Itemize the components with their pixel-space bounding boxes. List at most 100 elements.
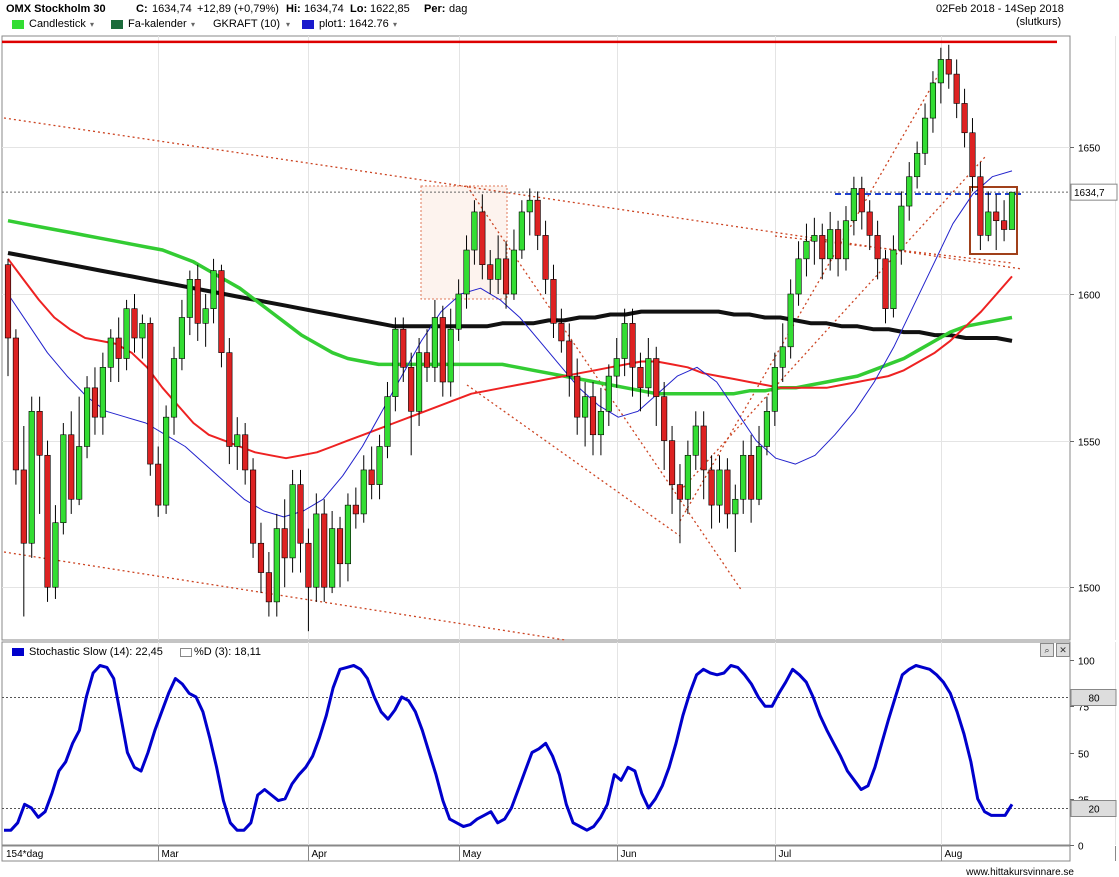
candle-down	[708, 469, 715, 506]
candle-up	[431, 317, 438, 368]
candle-up	[795, 258, 802, 295]
candle-down	[242, 434, 249, 471]
candle-up	[495, 258, 502, 280]
price-tick-label: 1600	[1078, 291, 1101, 302]
candle-down	[408, 367, 415, 412]
candle-down	[147, 323, 154, 465]
candle-up	[740, 454, 747, 500]
chevron-down-icon[interactable]: ▾	[393, 20, 398, 29]
date-range: 02Feb 2018 - 14Sep 2018	[936, 3, 1064, 15]
stochastic-plot-area	[1, 641, 1071, 846]
candle-down	[400, 328, 407, 368]
candle-up	[827, 229, 834, 260]
change-value: +12,89 (+0,79%)	[197, 3, 279, 15]
period-tick-label: 154*dag	[6, 849, 43, 860]
candle-down	[866, 211, 873, 236]
legend-fa-kalender[interactable]: Fa-kalender	[128, 18, 187, 30]
period-label: Per:	[424, 3, 446, 15]
candle-down	[336, 528, 344, 565]
stoch-level-box	[1070, 689, 1117, 706]
candle-down	[700, 425, 707, 471]
candle-up	[273, 528, 280, 603]
month-tick-label: Jul	[779, 849, 792, 860]
candle-up	[692, 425, 699, 456]
trendline	[3, 117, 1023, 270]
candle-down	[748, 454, 755, 500]
legend-candlestick[interactable]: Candlestick	[29, 18, 86, 30]
candle-down	[115, 337, 122, 359]
chevron-down-icon[interactable]: ▾	[90, 20, 95, 29]
candle-up	[178, 317, 185, 359]
candle-up	[906, 176, 913, 207]
candle-up	[526, 199, 533, 213]
candle-down	[439, 317, 446, 383]
candle-up	[985, 211, 992, 236]
candle-up	[850, 188, 857, 222]
close-icon[interactable]: ✕	[1056, 643, 1070, 657]
chevron-down-icon[interactable]: ▾	[286, 20, 291, 29]
chart-header: OMX Stockholm 30 C: 1634,74 +12,89 (+0,7…	[0, 0, 1119, 36]
candle-down	[297, 484, 304, 544]
recent-range-box	[969, 186, 1018, 255]
candle-down	[819, 235, 826, 260]
candle-down	[534, 199, 541, 236]
chevron-down-icon[interactable]: ▾	[191, 20, 196, 29]
candle-down	[44, 454, 51, 588]
candle-up	[898, 205, 905, 251]
stochastic-line	[4, 664, 1014, 832]
candle-up	[621, 323, 628, 359]
stoch-tick-label: 50	[1078, 750, 1090, 761]
candle-up	[139, 323, 146, 339]
price-tick-label: 1650	[1078, 144, 1101, 155]
stoch-level-box	[1070, 800, 1117, 817]
candle-down	[368, 469, 375, 485]
candle-up	[803, 240, 810, 260]
trendline	[679, 71, 941, 522]
candle-up	[234, 434, 241, 447]
period-value: dag	[449, 3, 468, 15]
candle-up	[60, 434, 67, 524]
candle-up	[329, 528, 336, 588]
candle-up	[763, 411, 770, 447]
candle-up	[392, 328, 399, 397]
candle-up	[929, 82, 937, 119]
candle-down	[724, 469, 731, 515]
candle-up	[202, 308, 209, 324]
candle-up	[186, 279, 193, 318]
month-tick-label: Apr	[312, 849, 328, 860]
candle-up	[787, 293, 794, 348]
candle-up	[463, 249, 470, 295]
candle-up	[447, 328, 454, 383]
time-axis	[1, 845, 1071, 862]
candle-down	[479, 211, 486, 265]
candle-down	[589, 396, 597, 436]
candle-up	[732, 498, 739, 515]
last-price-box	[1070, 183, 1118, 201]
candle-down	[91, 387, 99, 418]
candle-down	[668, 440, 676, 485]
candle-up	[52, 522, 59, 588]
search-icon[interactable]: ⌕	[1040, 643, 1054, 657]
footer-credit: www.hittakursvinnare.se	[965, 867, 1074, 877]
stochastic-label[interactable]: Stochastic Slow (14): 22,45	[29, 646, 163, 658]
candle-down	[487, 264, 494, 280]
d-label[interactable]: %D (3): 18,11	[194, 646, 262, 658]
candle-up	[937, 59, 944, 84]
stoch-level-label: 20	[1088, 805, 1100, 816]
high-label: Hi:	[286, 3, 301, 15]
legend-plot1[interactable]: plot1: 1642.76	[319, 18, 389, 30]
candle-up	[890, 249, 897, 309]
stochastic-swatch	[12, 648, 24, 656]
candle-up	[471, 211, 478, 251]
candle-up	[313, 513, 320, 588]
candle-down	[155, 463, 162, 506]
candle-down	[68, 434, 75, 500]
candle-down	[131, 308, 138, 339]
candle-down	[835, 229, 842, 260]
legend-gkraft[interactable]: GKRAFT (10)	[213, 18, 281, 30]
month-tick-label: Jun	[621, 849, 637, 860]
low-value: 1622,85	[370, 3, 410, 15]
candle-down	[265, 572, 272, 603]
candle-up	[1008, 191, 1016, 230]
